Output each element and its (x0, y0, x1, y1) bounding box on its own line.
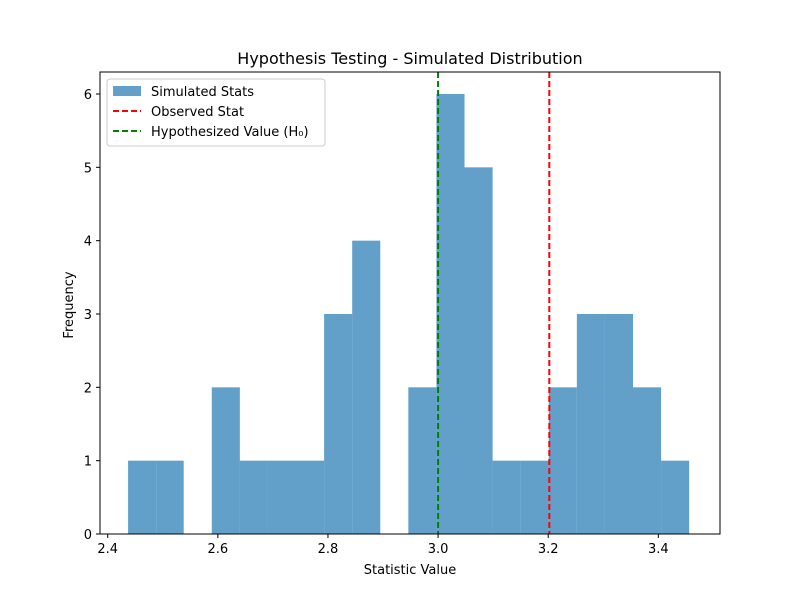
histogram-bar (464, 167, 493, 535)
histogram-bar (576, 314, 605, 534)
x-axis-ticks: 2.4 2.6 2.8 3.0 3.2 3.4 (97, 534, 669, 557)
histogram-bar (520, 460, 549, 534)
histogram-bars (128, 94, 690, 535)
histogram-bar (239, 460, 268, 534)
x-tick-label: 3.4 (648, 542, 669, 557)
histogram-bar (604, 314, 634, 534)
y-axis-label: Frequency (62, 271, 77, 338)
histogram-bar (324, 314, 353, 534)
x-tick-label: 2.8 (318, 542, 339, 557)
legend-label: Hypothesized Value (H₀) (151, 125, 309, 140)
legend-box (106, 78, 326, 147)
histogram-bar (267, 460, 297, 534)
histogram-bar (296, 460, 325, 534)
x-tick-label: 2.6 (207, 542, 228, 557)
x-tick-label: 3.0 (428, 542, 449, 557)
y-axis-ticks: 0 1 2 3 4 5 6 (84, 88, 100, 543)
y-tick-label: 2 (84, 381, 92, 396)
histogram-bar (211, 387, 240, 534)
x-tick-label: 2.4 (97, 542, 118, 557)
histogram-bar (352, 240, 381, 534)
histogram-bar (633, 387, 662, 534)
legend: Simulated Stats Observed Stat Hypothesized… (106, 78, 326, 147)
histogram-bar (548, 387, 577, 534)
histogram-bar (156, 460, 184, 534)
y-tick-label: 4 (84, 235, 92, 250)
histogram-bar (408, 387, 437, 534)
plot-frame (99, 71, 721, 535)
histogram-bar (436, 94, 465, 534)
histogram-bar (128, 460, 157, 534)
x-axis-label: Statistic Value (364, 563, 457, 578)
y-tick-label: 3 (84, 308, 92, 323)
histogram-bar (492, 460, 521, 534)
y-tick-label: 1 (84, 455, 92, 470)
legend-label: Observed Stat (151, 105, 244, 120)
x-tick-label: 3.2 (538, 542, 559, 557)
chart-title: Hypothesis Testing - Simulated Distribut… (237, 49, 582, 68)
legend-label: Simulated Stats (151, 85, 254, 100)
y-tick-label: 0 (84, 528, 92, 543)
legend-swatch (113, 86, 141, 96)
y-tick-label: 5 (84, 161, 92, 176)
y-tick-label: 6 (84, 88, 92, 103)
reference-lines (437, 72, 551, 534)
histogram-bar (661, 460, 690, 534)
